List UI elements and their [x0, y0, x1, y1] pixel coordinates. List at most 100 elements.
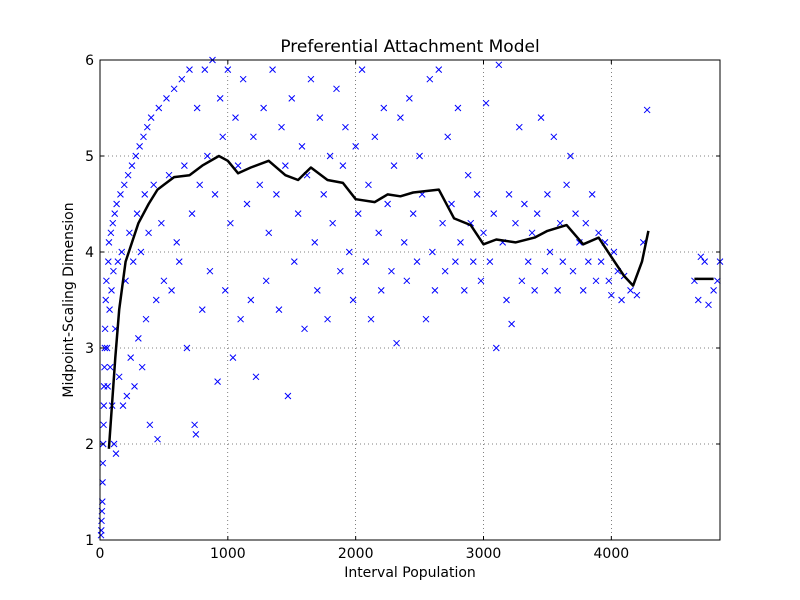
- data-point: [569, 267, 577, 275]
- data-point: [588, 191, 596, 198]
- y-tick-label: 5: [85, 149, 94, 165]
- data-point: [371, 133, 379, 141]
- data-point: [191, 421, 198, 429]
- data-point: [142, 315, 150, 323]
- data-point: [290, 258, 298, 265]
- data-point: [102, 296, 110, 304]
- data-point: [112, 450, 120, 457]
- data-point: [265, 229, 273, 237]
- data-point: [141, 191, 149, 198]
- data-point: [311, 239, 319, 246]
- data-point: [426, 75, 434, 83]
- data-point: [572, 210, 579, 217]
- data-point: [301, 325, 308, 333]
- data-point: [441, 267, 449, 275]
- data-point: [486, 258, 494, 265]
- data-point: [524, 258, 532, 265]
- data-point: [234, 162, 242, 169]
- data-point: [262, 277, 270, 285]
- data-point: [105, 239, 113, 246]
- data-point: [114, 258, 122, 265]
- data-point: [163, 95, 170, 102]
- data-point: [422, 315, 430, 323]
- data-point: [243, 200, 251, 208]
- grid: [100, 60, 720, 540]
- data-point: [198, 306, 206, 313]
- data-point: [154, 435, 161, 443]
- axis-ticks: 0 1000 2000 3000 4000 1 2 3 4 5 6: [85, 53, 720, 562]
- x-tick-label: 4000: [594, 546, 630, 562]
- data-point: [329, 219, 337, 227]
- data-point: [113, 200, 120, 208]
- data-point: [99, 479, 106, 486]
- data-point: [307, 75, 315, 83]
- data-point: [134, 335, 142, 342]
- y-axis-label: Midpoint-Scaling Dimension: [61, 202, 77, 397]
- data-point: [165, 171, 173, 179]
- data-point: [206, 267, 214, 275]
- data-point: [275, 306, 283, 313]
- data-point: [232, 114, 239, 121]
- data-point: [100, 421, 107, 429]
- data-point: [155, 104, 163, 112]
- data-point: [181, 162, 188, 169]
- y-tick-label: 6: [85, 53, 94, 69]
- trend-line: [107, 154, 714, 449]
- data-point: [99, 459, 107, 467]
- data-point: [352, 143, 360, 150]
- y-tick-label: 4: [85, 245, 94, 261]
- data-point: [298, 143, 306, 150]
- data-point: [118, 248, 126, 256]
- data-point: [480, 229, 487, 237]
- data-point: [101, 325, 109, 333]
- data-point: [503, 296, 510, 304]
- data-point: [147, 114, 155, 121]
- data-point: [701, 258, 709, 265]
- data-point: [521, 200, 528, 208]
- x-tick-label: 0: [96, 546, 105, 562]
- data-point: [477, 277, 485, 285]
- data-point: [605, 277, 613, 285]
- data-point: [316, 114, 324, 121]
- data-point: [204, 152, 211, 160]
- data-point: [133, 210, 141, 217]
- data-point: [490, 210, 498, 217]
- data-point: [406, 95, 413, 102]
- data-point: [380, 104, 388, 112]
- plot-frame: [99, 59, 721, 541]
- data-point: [152, 296, 160, 304]
- data-point: [160, 277, 168, 285]
- data-point: [429, 248, 436, 256]
- data-point: [252, 373, 260, 381]
- data-point: [106, 306, 113, 313]
- data-point: [567, 152, 574, 160]
- data-point: [214, 378, 221, 385]
- data-point: [518, 277, 526, 285]
- data-point: [345, 248, 353, 256]
- data-point: [431, 287, 439, 294]
- data-point: [168, 287, 175, 294]
- data-point: [239, 75, 247, 83]
- data-point: [439, 219, 446, 227]
- data-point: [193, 104, 201, 112]
- data-point: [505, 191, 513, 198]
- data-point: [597, 258, 605, 265]
- data-point: [107, 229, 115, 237]
- data-point: [103, 344, 111, 352]
- data-point: [247, 296, 255, 304]
- data-point: [554, 287, 562, 294]
- data-point: [333, 85, 340, 93]
- data-point: [129, 258, 137, 265]
- data-point: [546, 248, 554, 256]
- data-point: [627, 287, 634, 294]
- data-point: [126, 229, 133, 237]
- data-point: [260, 104, 267, 112]
- data-point: [400, 239, 408, 246]
- data-point: [137, 248, 145, 256]
- data-point: [326, 152, 334, 160]
- data-point: [610, 248, 618, 256]
- data-point: [192, 431, 200, 438]
- data-point: [324, 315, 331, 323]
- data-point: [492, 344, 500, 352]
